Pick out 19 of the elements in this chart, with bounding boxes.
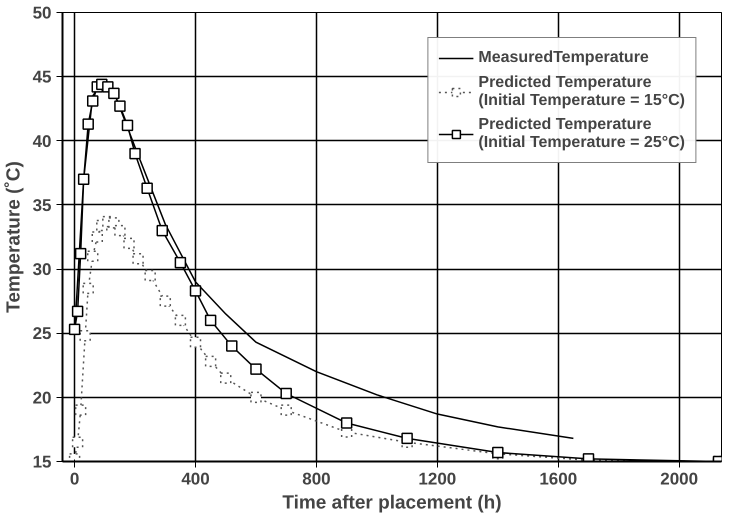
legend-label: MeasuredTemperature (478, 48, 649, 68)
y-tick-label: 45 (32, 68, 52, 87)
y-tick-label: 50 (32, 4, 52, 22)
x-tick-label: 0 (70, 470, 80, 488)
x-axis-title: Time after placement (h) (282, 492, 502, 514)
y-tick-label: 20 (32, 388, 52, 408)
y-tick-label: 40 (32, 132, 52, 151)
y-tick-label: 15 (32, 452, 52, 472)
x-tick-label: 2000 (660, 470, 698, 488)
x-tick-label: 800 (302, 470, 331, 488)
legend-label: Predicted Temperature (Initial Temperature = 25°C) (478, 116, 685, 152)
x-tick-label: 1600 (539, 470, 578, 488)
y-tick-label: 30 (32, 260, 52, 280)
y-tick-label: 25 (32, 324, 52, 344)
y-axis-title: Temperature (˚C) (4, 161, 25, 313)
x-tick-label: 400 (181, 470, 210, 488)
x-tick-label: 1200 (418, 470, 456, 488)
y-tick-label: 35 (32, 196, 52, 215)
legend-label: Predicted Temperature (Initial Temperature = 15°C) (478, 74, 685, 110)
